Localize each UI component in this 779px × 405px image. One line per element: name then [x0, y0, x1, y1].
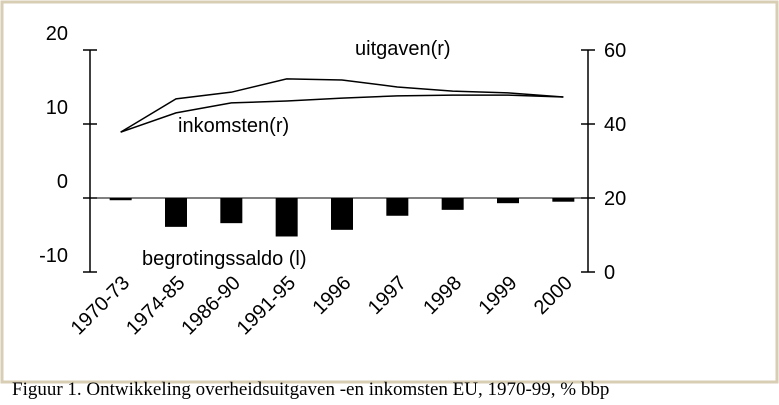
x-tick-label: 1974-85 [122, 272, 189, 339]
bar [275, 198, 298, 237]
bar [497, 198, 519, 204]
y-tick-label: 10 [46, 97, 68, 119]
bar [386, 198, 409, 216]
x-tick-label: 2000 [530, 272, 577, 319]
series-label: begrotingssaldo (l) [142, 248, 307, 270]
y2-tick-label: 20 [604, 188, 626, 210]
y-tick-label: 0 [57, 171, 68, 193]
bar [165, 198, 187, 227]
bar [552, 198, 575, 202]
bar [441, 198, 464, 210]
caption: Figuur 1. Ontwikkeling overheidsuitgaven… [12, 379, 609, 400]
x-tick-label: 1996 [309, 272, 356, 319]
bar [109, 198, 132, 201]
line [120, 78, 564, 133]
x-tick-label: 1998 [419, 272, 466, 319]
series-label: inkomsten(r) [178, 115, 289, 137]
x-tick-label: 1970-73 [67, 272, 134, 339]
x-tick-label: 1997 [364, 272, 411, 319]
frame [0, 0, 779, 384]
y-tick-label: -10 [39, 245, 68, 267]
y2-tick-label: 0 [604, 262, 615, 284]
x-tick-label: 1999 [475, 272, 522, 319]
x-tick-label: 1986-90 [177, 272, 244, 339]
bar [220, 198, 243, 224]
series-label: uitgaven(r) [355, 38, 451, 60]
bar [331, 198, 353, 230]
y2-tick-label: 40 [604, 114, 626, 136]
x-tick-label: 1991-95 [233, 272, 300, 339]
line [120, 94, 564, 133]
y2-tick-label: 60 [604, 40, 626, 62]
y-tick-label: 20 [46, 23, 68, 45]
